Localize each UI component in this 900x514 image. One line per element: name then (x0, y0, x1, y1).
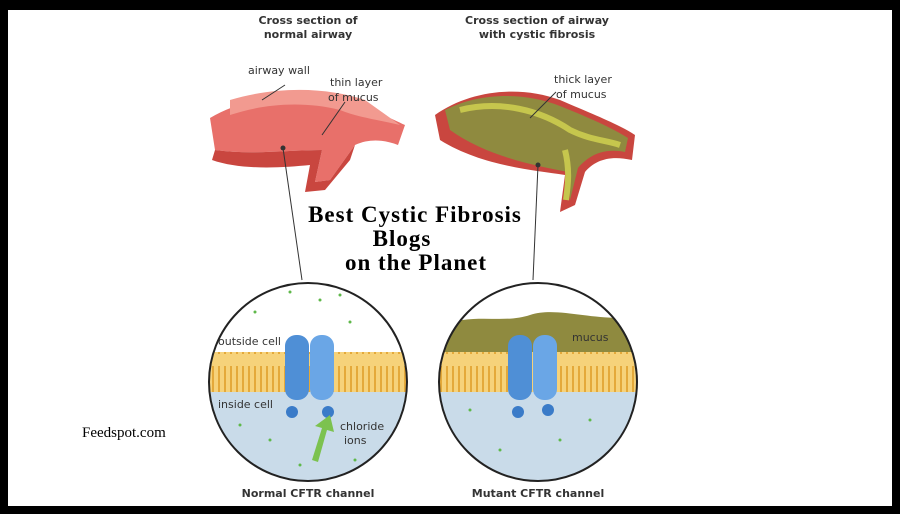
caption: Normal CFTR channel (242, 487, 375, 500)
airway-title: Cross section of airway (465, 14, 609, 27)
cell-outline (208, 282, 408, 482)
label: thick layer (554, 73, 612, 86)
headline: Best Cystic Fibrosis (308, 202, 522, 227)
pointer (321, 101, 346, 136)
pointer-dot (280, 145, 286, 151)
normal-airway (210, 89, 405, 192)
label: ions (344, 434, 367, 447)
source: Feedspot.com (82, 425, 166, 441)
pointer (529, 91, 557, 119)
cell-outline (438, 282, 638, 482)
headline: Blogs (373, 226, 432, 251)
label: mucus (572, 331, 609, 344)
label: of mucus (556, 88, 607, 101)
pointer (532, 164, 539, 281)
cf-airway (435, 91, 635, 212)
label: airway wall (248, 64, 310, 77)
headline: on the Planet (345, 250, 487, 275)
pointer (261, 84, 286, 101)
pointer-dot (535, 162, 541, 168)
label: thin layer (330, 76, 383, 89)
label: outside cell (218, 335, 281, 348)
label: chloride (340, 420, 384, 433)
pointer (282, 147, 303, 281)
label: inside cell (218, 398, 273, 411)
airway-title: Cross section of (258, 14, 357, 27)
airway-title: with cystic fibrosis (479, 28, 596, 41)
airway-title: normal airway (264, 28, 352, 41)
caption: Mutant CFTR channel (472, 487, 604, 500)
label: of mucus (328, 91, 379, 104)
